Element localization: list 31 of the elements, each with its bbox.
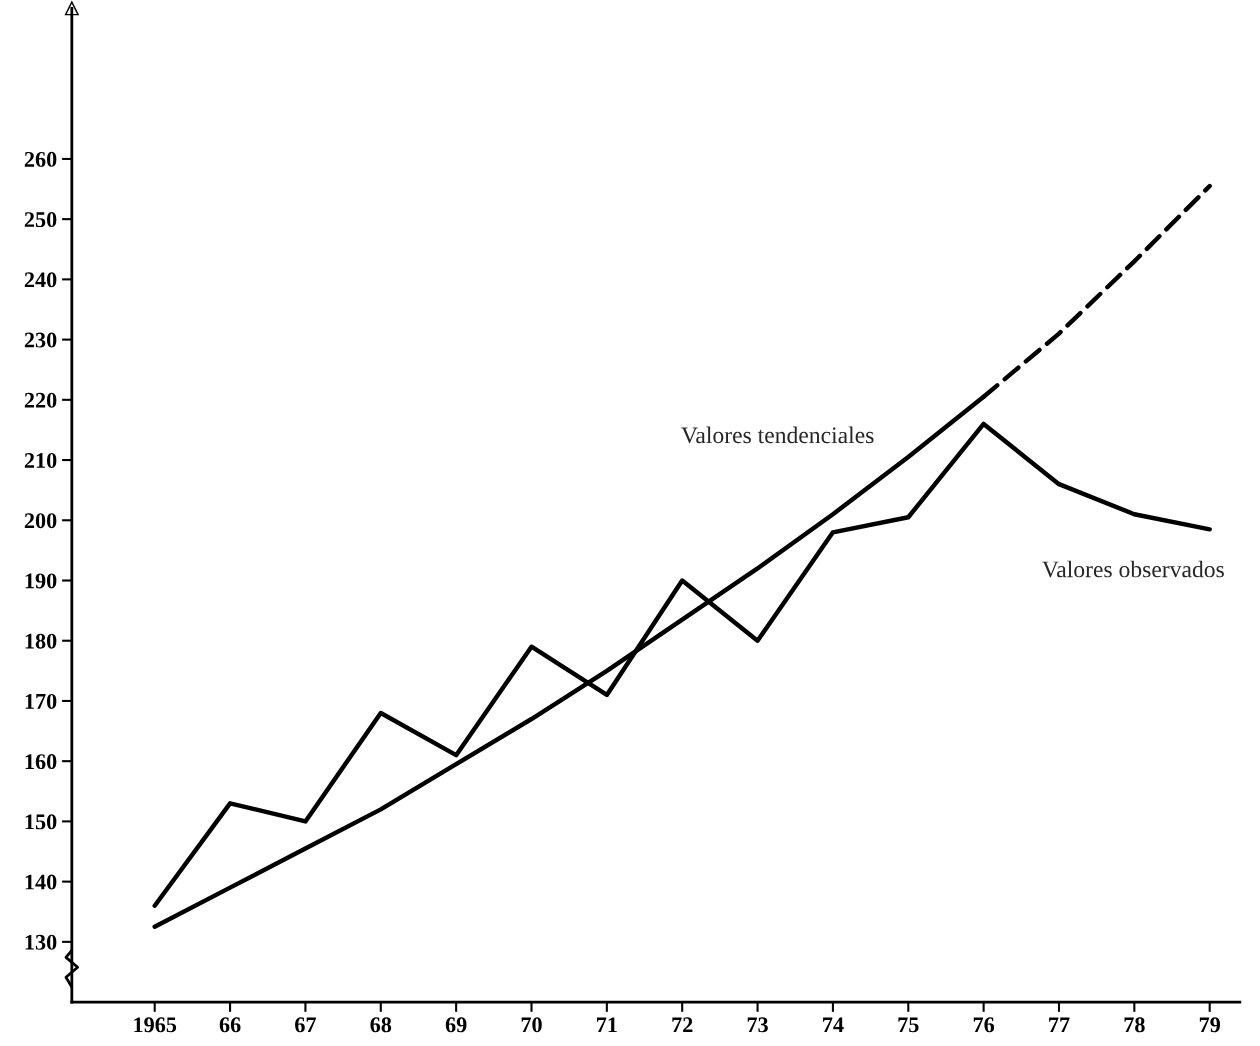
- y-tick-label: 190: [25, 573, 57, 589]
- x-tick-label: 76: [973, 1017, 995, 1033]
- y-tick-label: 230: [24, 332, 57, 348]
- x-tick-label: 77: [1049, 1017, 1070, 1033]
- x-tick-label: 68: [370, 1017, 392, 1033]
- x-tick-label: 74: [823, 1017, 844, 1033]
- y-tick-label: 180: [25, 633, 57, 649]
- y-tick-label: 220: [24, 392, 57, 408]
- y-tick-label: 240: [24, 272, 57, 288]
- y-tick-label: 160: [25, 754, 57, 770]
- series-label: Valores observados: [1042, 560, 1224, 578]
- y-tick-label: 250: [24, 212, 57, 228]
- x-tick-label: 70: [521, 1017, 542, 1033]
- y-tick-label: 150: [25, 814, 57, 830]
- x-tick-label: 72: [672, 1017, 693, 1033]
- y-tick-label: 170: [25, 693, 57, 709]
- x-tick-label: 73: [747, 1017, 768, 1033]
- y-tick-label: 140: [25, 874, 57, 890]
- y-tick-label: 130: [25, 934, 57, 950]
- x-tick-label: 66: [219, 1017, 241, 1033]
- x-tick-label: 75: [898, 1017, 919, 1033]
- x-tick-label: 69: [445, 1017, 467, 1033]
- x-tick-label: 79: [1199, 1017, 1221, 1033]
- x-tick-label: 71: [597, 1017, 617, 1033]
- series-label: Valores tendenciales: [681, 426, 874, 444]
- y-tick-label: 210: [24, 452, 57, 468]
- x-tick-label: 1965: [134, 1017, 177, 1033]
- y-tick-label: 260: [24, 151, 57, 167]
- x-tick-label: 67: [295, 1017, 316, 1033]
- y-tick-label: 200: [24, 513, 57, 529]
- x-tick-label: 78: [1124, 1017, 1145, 1033]
